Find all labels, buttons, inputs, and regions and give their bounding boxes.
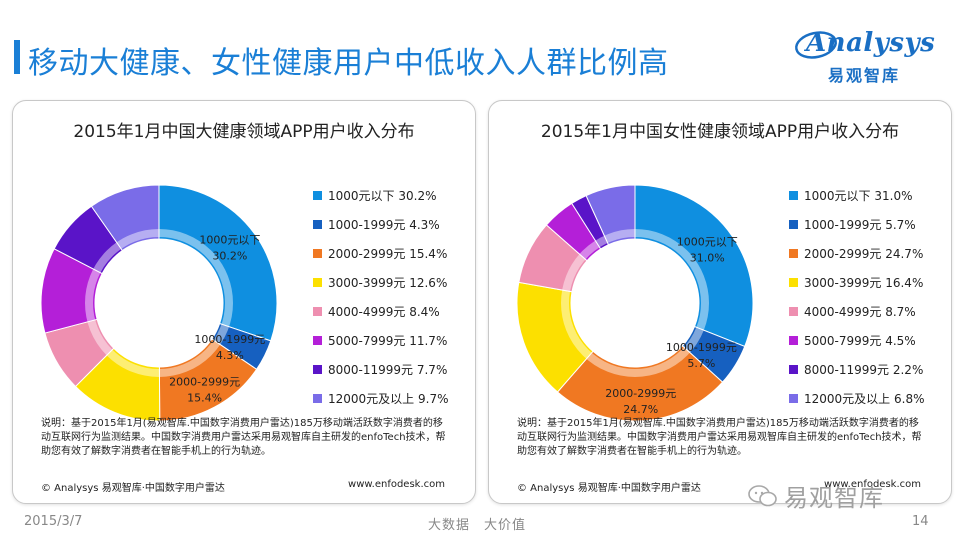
legend-label: 2000-2999元 15.4% — [328, 247, 448, 261]
logo-swoosh-icon — [795, 31, 837, 59]
watermark-text: 易观智库 — [784, 484, 884, 512]
legend-label: 2000-2999元 24.7% — [804, 247, 924, 261]
page-title: 移动大健康、女性健康用户中低收入人群比例高 — [28, 46, 669, 81]
slice-label-name: 2000-2999元 — [605, 387, 676, 400]
slice-label-name: 1000元以下 — [677, 235, 738, 248]
legend-item: 4000-4999元 8.4% — [313, 297, 448, 326]
donut-chart-general-health: 1000元以下 30.2% 1000-1999元 4.3% 2000-2999元 15.4… — [40, 184, 278, 422]
donut-inner-ring — [85, 229, 233, 377]
legend-item: 5000-7999元 11.7% — [313, 326, 448, 355]
legend-label: 1000元以下 30.2% — [328, 189, 437, 203]
legend-item: 12000元及以上 9.7% — [313, 384, 448, 413]
legend-label: 4000-4999元 8.7% — [804, 305, 916, 319]
legend-swatch — [313, 278, 322, 287]
legend-item: 2000-2999元 15.4% — [313, 239, 448, 268]
chart-note: 说明：基于2015年1月(易观智库.中国数字消费用户雷达)185万移动端活跃数字… — [517, 418, 922, 457]
legend-label: 8000-11999元 7.7% — [328, 363, 448, 377]
legend-swatch — [313, 394, 322, 403]
legend-label: 5000-7999元 4.5% — [804, 334, 916, 348]
legend-item: 8000-11999元 2.2% — [789, 355, 924, 384]
donut-slice — [634, 184, 754, 348]
chart-note: 说明：基于2015年1月(易观智库.中国数字消费用户雷达)185万移动端活跃数字… — [41, 418, 446, 457]
legend-label: 12000元及以上 6.8% — [804, 392, 925, 406]
chart-legend: 1000元以下 30.2% 1000-1999元 4.3% 2000-2999元… — [313, 181, 448, 413]
donut-chart-female-health: 1000元以下 31.0% 1000-1999元 5.7% 2000-2999元 24.7… — [516, 184, 754, 422]
slice-label-value: 5.7% — [687, 357, 715, 370]
slice-label-name: 1000元以下 — [199, 233, 260, 246]
legend-label: 5000-7999元 11.7% — [328, 334, 448, 348]
legend-item: 1000-1999元 4.3% — [313, 210, 448, 239]
slice-label-value: 24.7% — [623, 403, 658, 416]
legend-item: 1000-1999元 5.7% — [789, 210, 924, 239]
legend-swatch — [789, 191, 798, 200]
slice-label-value: 30.2% — [212, 249, 247, 262]
legend-swatch — [789, 394, 798, 403]
legend-item: 5000-7999元 4.5% — [789, 326, 924, 355]
chart-legend: 1000元以下 31.0% 1000-1999元 5.7% 2000-2999元… — [789, 181, 924, 413]
legend-swatch — [313, 191, 322, 200]
wechat-icon — [748, 484, 777, 506]
legend-swatch — [789, 336, 798, 345]
logo-wordmark: Analysys — [806, 28, 936, 58]
slice-label-value: 15.4% — [187, 392, 222, 405]
donut-slice — [90, 184, 160, 252]
legend-swatch — [789, 365, 798, 374]
legend-item: 12000元及以上 6.8% — [789, 384, 924, 413]
wechat-watermark: 易观智库 — [748, 478, 884, 513]
legend-swatch — [313, 336, 322, 345]
slide-tagline: 大数据 大价值 — [428, 518, 527, 533]
page-number: 14 — [912, 514, 929, 529]
title-accent-bar — [14, 40, 20, 74]
chart-source: © Analysys 易观智库·中国数字用户雷达 — [41, 483, 225, 494]
analysys-logo: Analysys 易观智库 — [792, 26, 942, 86]
legend-swatch — [313, 220, 322, 229]
legend-item: 1000元以下 30.2% — [313, 181, 448, 210]
legend-item: 8000-11999元 7.7% — [313, 355, 448, 384]
legend-label: 4000-4999元 8.4% — [328, 305, 440, 319]
logo-chinese-name: 易观智库 — [828, 66, 901, 85]
legend-label: 1000-1999元 5.7% — [804, 218, 916, 232]
legend-item: 3000-3999元 16.4% — [789, 268, 924, 297]
legend-swatch — [313, 249, 322, 258]
legend-swatch — [313, 307, 322, 316]
chart-site-link: www.enfodesk.com — [348, 479, 445, 490]
legend-label: 1000元以下 31.0% — [804, 189, 913, 203]
legend-item: 1000元以下 31.0% — [789, 181, 924, 210]
legend-label: 1000-1999元 4.3% — [328, 218, 440, 232]
chart-panel-general-health: 2015年1月中国大健康领域APP用户收入分布 1000元以下 30.2% 1000… — [12, 100, 476, 504]
legend-label: 3000-3999元 12.6% — [328, 276, 448, 290]
slice-label-name: 1000-1999元 — [666, 341, 737, 354]
donut-slice — [158, 184, 278, 342]
chart-title: 2015年1月中国大健康领域APP用户收入分布 — [73, 122, 415, 142]
slice-label-value: 31.0% — [690, 251, 725, 264]
legend-item: 3000-3999元 12.6% — [313, 268, 448, 297]
legend-swatch — [313, 365, 322, 374]
legend-label: 8000-11999元 2.2% — [804, 363, 924, 377]
chart-source: © Analysys 易观智库·中国数字用户雷达 — [517, 483, 701, 494]
slide-date: 2015/3/7 — [24, 514, 83, 529]
slice-label-value: 4.3% — [216, 349, 244, 362]
chart-title: 2015年1月中国女性健康领域APP用户收入分布 — [540, 122, 900, 142]
donut-inner-ring — [561, 229, 709, 377]
slice-label-name: 2000-2999元 — [169, 376, 240, 389]
legend-swatch — [789, 307, 798, 316]
chart-panel-female-health: 2015年1月中国女性健康领域APP用户收入分布 1000元以下 31.0% 100… — [488, 100, 952, 504]
slice-label-name: 1000-1999元 — [194, 333, 265, 346]
legend-swatch — [789, 220, 798, 229]
legend-swatch — [789, 278, 798, 287]
chart-site-link: www.enfodesk.com — [824, 479, 921, 490]
legend-label: 3000-3999元 16.4% — [804, 276, 924, 290]
donut-slice — [585, 184, 636, 246]
donut-slice — [556, 345, 724, 422]
legend-label: 12000元及以上 9.7% — [328, 392, 449, 406]
legend-item: 2000-2999元 24.7% — [789, 239, 924, 268]
legend-swatch — [789, 249, 798, 258]
legend-item: 4000-4999元 8.7% — [789, 297, 924, 326]
